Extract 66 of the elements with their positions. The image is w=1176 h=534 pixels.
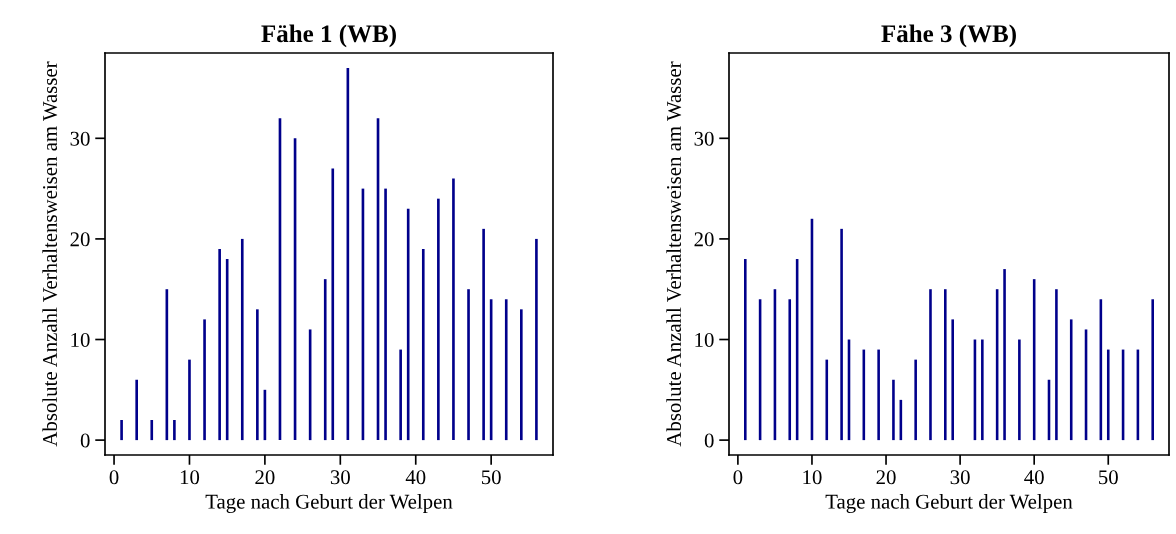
x-tick-label: 50 <box>481 470 501 485</box>
bar <box>535 238 538 441</box>
y-tick-label: 0 <box>704 433 714 448</box>
bar <box>1055 289 1058 441</box>
bar <box>135 379 138 441</box>
bar <box>1069 319 1073 441</box>
y-tick-label: 30 <box>70 131 90 146</box>
bar <box>437 198 440 441</box>
bar <box>892 379 895 441</box>
x-tick-label: 30 <box>330 470 350 485</box>
x-tick-label: 30 <box>950 470 970 485</box>
bar <box>150 419 154 441</box>
bar <box>981 339 984 441</box>
y-tick-label: 20 <box>694 232 714 247</box>
bar <box>951 319 954 441</box>
bar <box>323 279 327 441</box>
bar <box>788 299 792 441</box>
bar <box>504 299 508 441</box>
x-axis-title: Tage nach Geburt der Welpen <box>205 494 453 513</box>
bar <box>914 359 917 441</box>
bar <box>1151 299 1154 441</box>
x-tick-label: 40 <box>405 470 426 485</box>
x-tick-label: 10 <box>180 470 200 485</box>
bar <box>384 188 387 441</box>
bar <box>744 259 747 441</box>
bar <box>482 228 485 441</box>
bar <box>1018 339 1021 441</box>
x-tick-label: 50 <box>1099 470 1118 485</box>
y-tick-label: 20 <box>70 232 90 247</box>
bar <box>840 228 843 441</box>
bar <box>929 289 932 441</box>
bar <box>173 419 176 441</box>
bar <box>825 359 829 441</box>
bar <box>452 178 455 441</box>
x-axis-title: Tage nach Geburt der Welpen <box>825 494 1073 513</box>
bar <box>520 309 523 441</box>
y-tick-label: 30 <box>694 131 714 146</box>
x-tick-label: 0 <box>733 470 743 485</box>
bar <box>240 238 244 441</box>
y-tick-label: 10 <box>71 332 90 347</box>
chart-title: Fähe 1 (WB) <box>261 24 396 48</box>
y-axis-title: Absolute Anzahl Verhaltensweisen am Wasser <box>666 61 682 447</box>
bar <box>225 259 229 441</box>
bar <box>1003 269 1006 441</box>
bar <box>120 419 123 441</box>
y-tick-label: 0 <box>80 433 90 448</box>
bar <box>203 319 206 441</box>
x-tick-label: 0 <box>109 470 119 485</box>
bar <box>421 248 425 441</box>
bar <box>399 349 402 441</box>
bar <box>256 309 259 441</box>
bar <box>188 359 191 441</box>
bar <box>218 248 221 441</box>
bar <box>406 208 410 441</box>
bar <box>331 168 335 441</box>
bar <box>1106 349 1110 441</box>
chart-title: Fähe 3 (WB) <box>881 24 1016 48</box>
bar <box>877 349 880 441</box>
y-axis-title: Absolute Anzahl Verhaltensweisen am Wasser <box>42 61 58 447</box>
bar <box>944 289 947 441</box>
bar <box>467 289 470 441</box>
x-tick-label: 40 <box>1024 470 1044 485</box>
y-tick-label: 10 <box>695 332 714 347</box>
x-tick-label: 10 <box>803 470 822 485</box>
x-tick-label: 20 <box>255 470 275 485</box>
x-tick-label: 20 <box>876 470 896 485</box>
